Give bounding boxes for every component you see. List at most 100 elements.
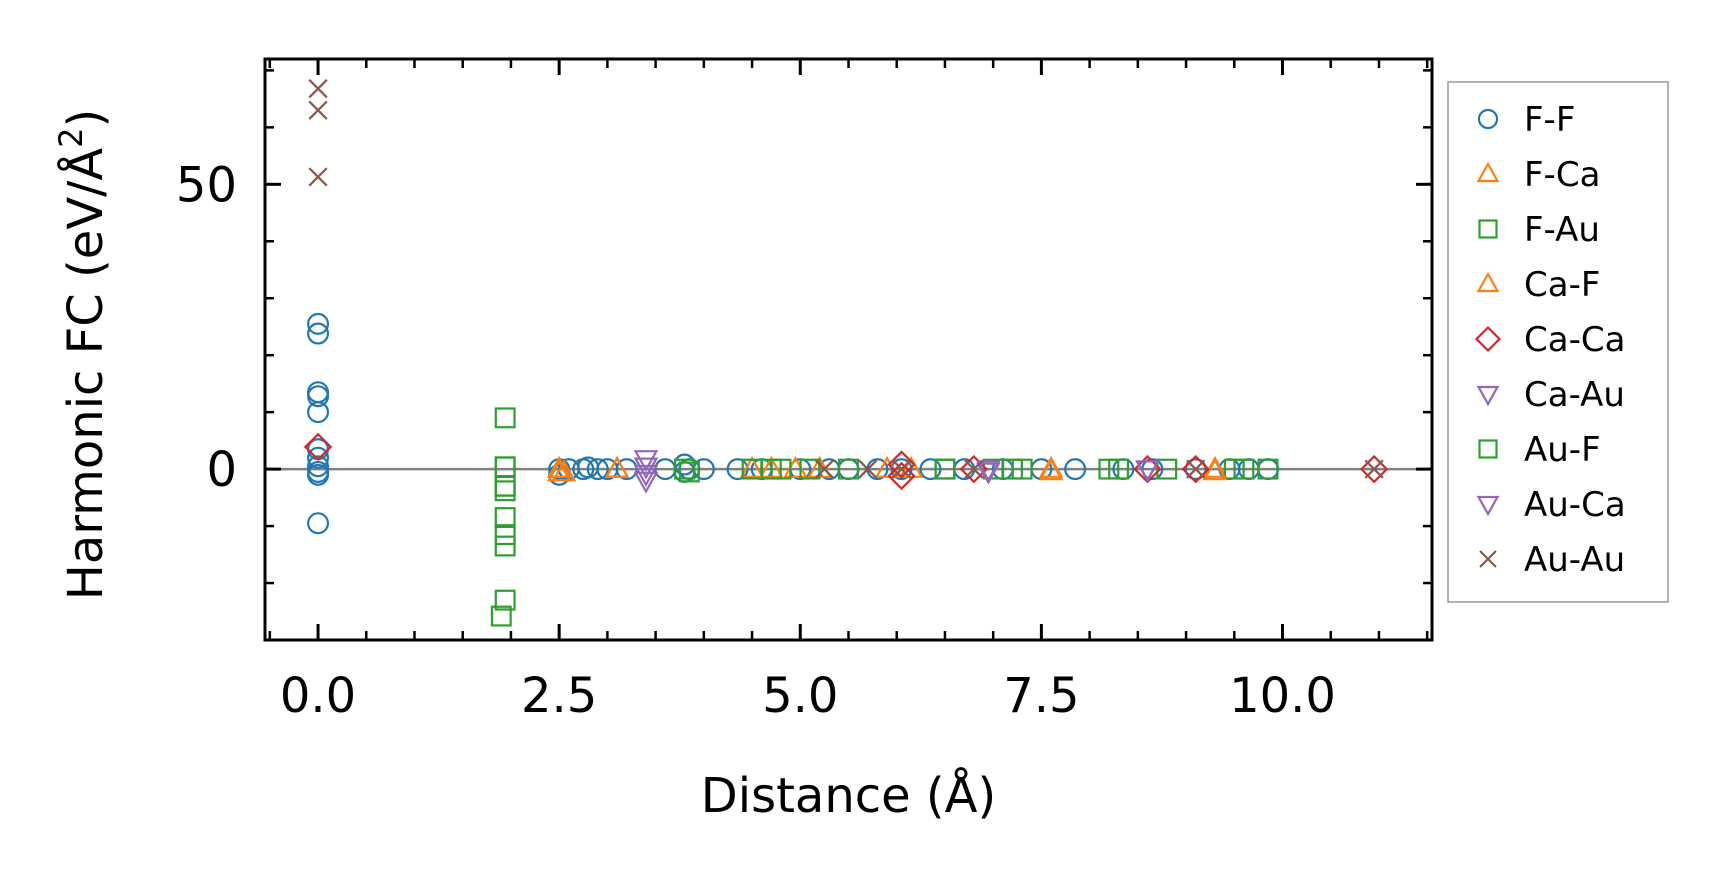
legend-marker: [1474, 325, 1502, 353]
legend-label: F-Ca: [1524, 155, 1600, 195]
legend-label: Ca-Au: [1524, 375, 1625, 415]
data-point: [604, 455, 630, 478]
data-point: [494, 480, 516, 502]
data-point: [1202, 455, 1228, 478]
legend-marker: [1476, 271, 1500, 293]
plot-frame: [263, 57, 1434, 642]
legend-label: Au-F: [1524, 430, 1601, 470]
legend: F-F F-Ca F-Au Ca-F Ca-Ca Ca-Au Au-F Au-Ca Au-Au: [1447, 81, 1669, 603]
data-point: [494, 589, 516, 611]
y-axis-label: Harmonic FC (eV/Å2): [52, 109, 114, 601]
legend-item: Ca-Ca: [1474, 320, 1625, 360]
data-point: [307, 401, 330, 424]
data-point: [1233, 458, 1255, 480]
data-point: [759, 455, 784, 478]
legend-label: Au-Ca: [1524, 485, 1626, 525]
legend-marker: [1476, 495, 1500, 517]
data-point: [633, 471, 659, 494]
x-tick-label: 2.5: [521, 668, 597, 724]
legend-item: F-Au: [1478, 210, 1600, 250]
x-tick-label: 10.0: [1229, 668, 1336, 724]
data-point: [633, 457, 659, 480]
data-point: [307, 463, 330, 486]
data-point: [308, 167, 328, 187]
data-point: [919, 458, 942, 481]
tick-labels: 0.0 2.5 5.0 7.5 10.0 0 50: [176, 157, 1336, 724]
data-point: [1184, 458, 1207, 481]
data-point: [891, 459, 912, 479]
data-point: [307, 512, 330, 535]
legend-marker: [1479, 550, 1497, 568]
data-point: [307, 312, 330, 335]
data-point: [303, 432, 333, 462]
x-axis-label: Distance (Å): [701, 767, 996, 824]
legend-item: F-Ca: [1476, 155, 1600, 195]
data-point: [1108, 458, 1129, 480]
data-point: [1186, 459, 1206, 479]
data-point: [308, 79, 328, 99]
y-tick-label: 0: [206, 442, 237, 498]
series-Au-Au: [308, 79, 1384, 479]
data-point: [678, 461, 700, 483]
data-markers: [303, 79, 1389, 627]
legend-label: F-Au: [1524, 210, 1600, 250]
legend-marker: [1477, 108, 1499, 130]
legend-marker: [1476, 385, 1500, 407]
data-point: [964, 459, 984, 479]
data-point: [887, 461, 916, 491]
data-point: [494, 456, 516, 478]
legend-label: Ca-F: [1524, 265, 1600, 305]
data-point: [494, 535, 516, 557]
y-axis-label-close: ): [58, 109, 114, 128]
data-point: [760, 458, 782, 480]
data-point: [674, 458, 695, 480]
data-point: [934, 458, 956, 480]
data-point: [838, 458, 859, 480]
x-tick-label: 7.5: [1003, 668, 1079, 724]
data-point: [1359, 454, 1389, 484]
data-point: [494, 507, 516, 528]
data-point: [586, 458, 609, 481]
y-tick-label: 50: [176, 157, 237, 213]
legend-marker: [1478, 219, 1498, 239]
data-point: [1038, 458, 1064, 481]
series-F-F: [307, 312, 1280, 535]
data-point: [1364, 459, 1384, 479]
series-F-Au: [490, 407, 1279, 627]
data-point: [307, 446, 330, 469]
data-point: [490, 605, 512, 627]
legend-item: Au-F: [1478, 430, 1601, 470]
data-point: [890, 458, 913, 481]
data-point: [546, 459, 572, 482]
series-Au-Ca: [633, 457, 1160, 485]
legend-item: Au-Ca: [1476, 485, 1626, 525]
legend-label: Ca-Ca: [1524, 320, 1625, 360]
legend-item: Au-Au: [1479, 540, 1625, 580]
y-axis-label-main: Harmonic FC (eV/Å: [57, 148, 114, 601]
legend-label: F-F: [1524, 100, 1575, 140]
data-point: [976, 460, 1001, 483]
data-point: [739, 455, 765, 478]
data-point: [308, 100, 328, 120]
series-Au-F: [494, 456, 1255, 497]
series-Ca-F: [546, 455, 1228, 482]
data-point: [494, 475, 516, 497]
data-point: [307, 455, 330, 478]
data-point: [858, 459, 878, 479]
data-point: [1156, 458, 1178, 480]
data-point: [1038, 455, 1064, 478]
legend-item: Ca-Au: [1476, 375, 1625, 415]
x-tick-label: 0.0: [280, 668, 356, 724]
legend-marker: [1478, 439, 1498, 459]
data-point: [633, 464, 659, 487]
data-point: [494, 524, 516, 546]
x-tick-label: 5.0: [762, 668, 838, 724]
data-point: [494, 407, 516, 429]
data-point: [1135, 460, 1160, 483]
legend-item: Ca-F: [1476, 265, 1600, 305]
data-point: [546, 455, 572, 478]
data-point: [494, 475, 516, 497]
data-point: [307, 322, 330, 345]
data-point: [494, 456, 516, 478]
